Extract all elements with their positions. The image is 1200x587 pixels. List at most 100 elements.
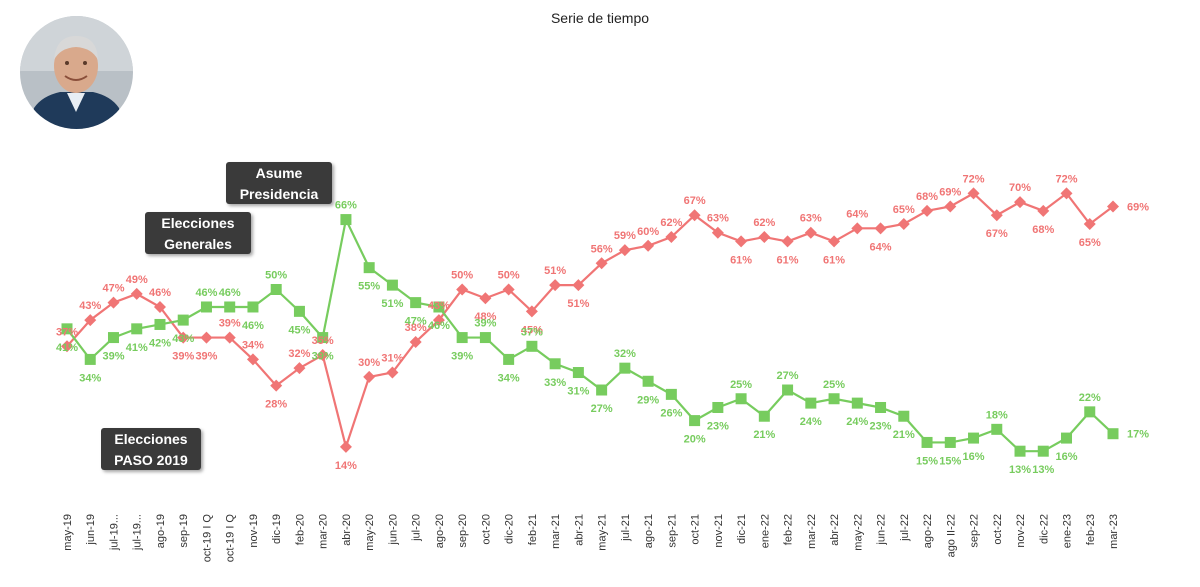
x-tick-label: may-21 <box>597 514 609 551</box>
data-label-green: 16% <box>963 451 985 463</box>
data-point-green <box>386 279 398 291</box>
data-point-red <box>851 222 864 235</box>
data-label-green: 23% <box>707 420 729 432</box>
chart-title: Serie de tiempo <box>550 10 650 26</box>
data-point-red <box>107 296 120 309</box>
x-tick-label: may-20 <box>364 514 376 551</box>
data-label-green: 29% <box>637 394 659 406</box>
data-point-green <box>247 301 259 313</box>
data-label-red: 70% <box>1009 182 1031 194</box>
data-label-red: 65% <box>1079 237 1101 249</box>
data-label-red: 62% <box>660 217 682 229</box>
data-point-green <box>340 214 352 226</box>
data-point-green <box>1084 406 1096 418</box>
data-label-green: 55% <box>358 281 380 293</box>
data-point-green <box>410 297 422 309</box>
data-label-red: 72% <box>963 173 985 185</box>
x-tick-label: dic-22 <box>1038 514 1050 544</box>
x-tick-label: feb-21 <box>527 514 539 545</box>
data-label-red: 65% <box>893 204 915 216</box>
data-point-red <box>944 200 957 213</box>
data-label-red: 31% <box>381 353 403 365</box>
x-tick-label: jun-20 <box>387 514 399 546</box>
data-label-green: 24% <box>800 416 822 428</box>
data-label-red: 35% <box>312 335 334 347</box>
data-label-green: 41% <box>56 342 78 354</box>
data-point-green <box>1037 445 1049 457</box>
data-label-red: 72% <box>1055 173 1077 185</box>
x-tick-label: nov-19 <box>248 514 260 548</box>
data-point-green <box>224 301 236 313</box>
data-point-green <box>107 332 119 344</box>
x-tick-label: sep-20 <box>457 514 469 548</box>
data-point-red <box>921 204 934 217</box>
x-tick-label: mar-20 <box>318 514 330 549</box>
data-point-red <box>781 235 794 248</box>
annotation-line: PASO 2019 <box>114 452 188 468</box>
data-point-green <box>851 397 863 409</box>
data-label-green: 34% <box>498 372 520 384</box>
data-label-green: 13% <box>1009 464 1031 476</box>
data-label-red: 37% <box>56 326 78 338</box>
data-label-green: 15% <box>916 455 938 467</box>
data-label-red: 62% <box>753 217 775 229</box>
data-point-red <box>572 279 585 292</box>
data-point-green <box>200 301 212 313</box>
data-label-red: 56% <box>591 243 613 255</box>
data-label-red: 61% <box>730 254 752 266</box>
data-label-green: 24% <box>846 416 868 428</box>
data-label-red: 69% <box>939 186 961 198</box>
data-point-green <box>782 384 794 396</box>
data-label-red: 34% <box>242 339 264 351</box>
x-tick-label: ene-22 <box>759 514 771 548</box>
data-label-red: 14% <box>335 460 357 472</box>
data-label-green: 46% <box>219 287 241 299</box>
data-point-red <box>432 314 445 327</box>
annotation-line: Elecciones <box>114 431 188 447</box>
data-point-red <box>735 235 748 248</box>
data-label-red: 60% <box>637 226 659 238</box>
data-point-red <box>1107 200 1119 213</box>
data-point-green <box>735 393 747 405</box>
data-point-green <box>456 332 468 344</box>
data-point-green <box>549 358 561 370</box>
data-point-red <box>246 353 259 366</box>
data-label-red: 47% <box>102 283 124 295</box>
data-point-green <box>898 410 910 422</box>
data-label-red: 43% <box>428 300 450 312</box>
data-label-red: 46% <box>149 287 171 299</box>
data-label-red: 68% <box>916 191 938 203</box>
data-point-red <box>409 335 422 348</box>
data-label-green: 33% <box>544 377 566 389</box>
x-tick-label: oct-22 <box>992 514 1004 545</box>
data-point-red <box>386 366 399 379</box>
data-label-green: 39% <box>102 351 124 363</box>
data-label-green: 15% <box>939 455 961 467</box>
data-point-red <box>828 235 841 248</box>
data-point-red <box>177 331 190 344</box>
data-point-red <box>153 300 166 313</box>
data-label-red: 61% <box>823 254 845 266</box>
data-point-red <box>200 331 213 344</box>
data-label-red: 67% <box>986 228 1008 240</box>
data-label-green: 31% <box>567 386 589 398</box>
data-point-green <box>177 314 189 326</box>
data-point-green <box>317 332 329 344</box>
data-point-green <box>84 353 96 365</box>
annotation-elecciones-paso: Elecciones PASO 2019 <box>101 428 201 470</box>
data-label-red: 51% <box>567 298 589 310</box>
avatar <box>20 16 133 129</box>
annotation-line: Elecciones <box>161 215 235 231</box>
person-photo-icon <box>20 16 133 129</box>
data-point-red <box>595 257 608 270</box>
data-point-green <box>596 384 608 396</box>
x-tick-label: dic-19 <box>271 514 283 544</box>
data-point-green <box>61 323 73 335</box>
data-label-red: 32% <box>288 348 310 360</box>
x-tick-label: dic-21 <box>736 514 748 544</box>
data-label-red: 63% <box>800 213 822 225</box>
data-point-red <box>479 292 492 305</box>
data-label-green: 23% <box>870 420 892 432</box>
data-point-green <box>991 423 1003 435</box>
data-point-red <box>130 287 143 300</box>
